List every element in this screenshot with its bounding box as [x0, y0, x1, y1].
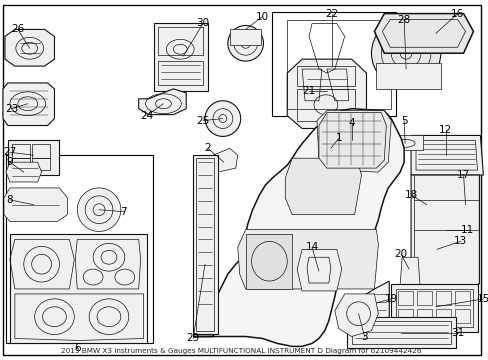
- Ellipse shape: [77, 188, 121, 231]
- Bar: [158, 27, 203, 55]
- Bar: [12, 158, 30, 170]
- Bar: [196, 158, 214, 330]
- Text: 16: 16: [450, 9, 463, 19]
- Text: 22: 22: [325, 9, 338, 19]
- Bar: [390, 284, 477, 332]
- Polygon shape: [376, 63, 440, 89]
- Bar: [395, 289, 472, 327]
- Bar: [12, 144, 30, 158]
- Polygon shape: [297, 249, 341, 291]
- Polygon shape: [410, 135, 483, 175]
- Bar: [435, 291, 450, 305]
- Text: 13: 13: [453, 237, 466, 246]
- Text: 4: 4: [347, 118, 354, 127]
- Text: 31: 31: [450, 328, 463, 338]
- Bar: [351, 321, 450, 345]
- Bar: [153, 23, 207, 91]
- Polygon shape: [318, 113, 386, 168]
- Bar: [387, 135, 422, 150]
- Polygon shape: [361, 281, 388, 327]
- Bar: [6, 155, 152, 343]
- Ellipse shape: [204, 101, 240, 136]
- Bar: [454, 309, 468, 323]
- Text: 12: 12: [438, 126, 451, 135]
- Text: 20: 20: [394, 249, 407, 259]
- Text: 26: 26: [11, 24, 24, 35]
- Polygon shape: [316, 111, 390, 172]
- Ellipse shape: [227, 26, 263, 61]
- Polygon shape: [3, 83, 54, 126]
- Polygon shape: [193, 109, 403, 346]
- Bar: [435, 309, 450, 323]
- Bar: [193, 155, 218, 333]
- Bar: [457, 185, 472, 222]
- Bar: [32, 158, 49, 170]
- Text: 28: 28: [397, 14, 410, 24]
- Polygon shape: [5, 30, 54, 66]
- Text: 8: 8: [6, 195, 13, 205]
- Polygon shape: [413, 185, 440, 225]
- Text: 25: 25: [196, 116, 209, 126]
- Text: 24: 24: [140, 111, 153, 121]
- Bar: [346, 317, 455, 348]
- Bar: [272, 12, 395, 116]
- Text: 27: 27: [3, 147, 17, 157]
- Polygon shape: [139, 89, 186, 114]
- Text: 9: 9: [6, 157, 13, 167]
- Text: 5: 5: [400, 116, 407, 126]
- Polygon shape: [334, 294, 378, 337]
- Bar: [297, 89, 354, 121]
- Text: 29: 29: [186, 333, 200, 343]
- Bar: [416, 291, 431, 305]
- Polygon shape: [4, 188, 67, 222]
- Text: 2: 2: [204, 143, 211, 153]
- Text: 18: 18: [404, 190, 417, 200]
- Text: 19: 19: [384, 294, 397, 304]
- Bar: [297, 66, 354, 86]
- Polygon shape: [237, 230, 378, 289]
- Text: 3: 3: [361, 332, 367, 342]
- Ellipse shape: [318, 130, 334, 146]
- Text: 17: 17: [456, 170, 469, 180]
- Polygon shape: [209, 148, 237, 172]
- Text: 1: 1: [335, 134, 342, 143]
- Bar: [158, 61, 203, 85]
- Polygon shape: [245, 234, 292, 289]
- Text: 7: 7: [120, 207, 127, 217]
- Text: 11: 11: [460, 225, 473, 234]
- Polygon shape: [410, 175, 478, 294]
- Text: 23: 23: [5, 104, 19, 114]
- Polygon shape: [399, 257, 419, 291]
- Text: 2019 BMW X3 Instruments & Gauges MULTIFUNCTIONAL INSTRUMENT D Diagram for 621094: 2019 BMW X3 Instruments & Gauges MULTIFU…: [61, 348, 421, 354]
- Bar: [454, 291, 468, 305]
- Bar: [415, 234, 457, 264]
- Text: 30: 30: [196, 18, 209, 28]
- Polygon shape: [286, 59, 366, 129]
- Polygon shape: [10, 234, 146, 343]
- Text: 14: 14: [305, 242, 318, 252]
- Bar: [32, 144, 49, 158]
- Ellipse shape: [371, 19, 440, 88]
- Polygon shape: [449, 180, 478, 228]
- Text: 6: 6: [74, 343, 81, 354]
- Bar: [229, 30, 261, 45]
- Bar: [419, 238, 453, 260]
- Bar: [8, 140, 60, 175]
- Text: 15: 15: [476, 294, 488, 304]
- Bar: [397, 291, 412, 305]
- Polygon shape: [6, 162, 41, 182]
- Polygon shape: [285, 158, 361, 215]
- Text: 10: 10: [255, 12, 268, 22]
- Bar: [416, 309, 431, 323]
- Bar: [397, 309, 412, 323]
- Text: 21: 21: [302, 86, 315, 96]
- Polygon shape: [374, 14, 472, 53]
